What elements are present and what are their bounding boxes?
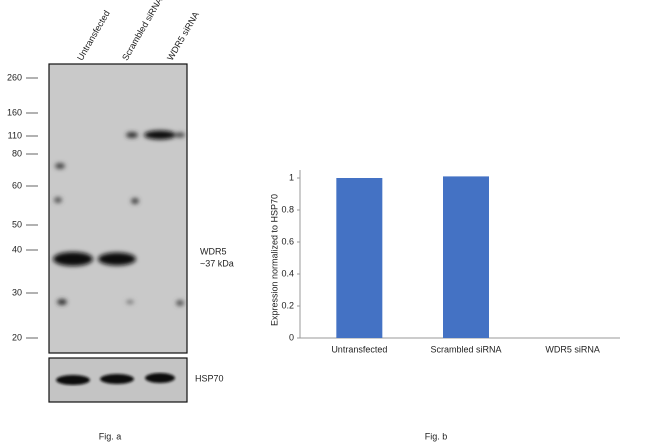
band-label: ~37 kDa	[200, 258, 234, 268]
blot-main	[48, 63, 188, 354]
caption: Fig. a	[99, 431, 122, 441]
y-tick-label: 0	[289, 332, 294, 342]
marker-label: 30	[12, 287, 22, 297]
marker-label: 40	[12, 244, 22, 254]
y-axis-label: Expression normalized to HSP70	[269, 194, 279, 326]
y-tick-label: 0.4	[281, 268, 294, 278]
bar	[336, 178, 383, 338]
caption: Fig. b	[425, 431, 448, 441]
marker-label: 160	[7, 107, 22, 117]
lane-label: WDR5 siRNA	[165, 10, 201, 62]
y-tick-label: 0.2	[281, 300, 294, 310]
lane-label: Scrambled siRNA	[120, 0, 164, 62]
marker-label: 20	[12, 332, 22, 342]
marker-label: 260	[7, 72, 22, 82]
y-tick-label: 1	[289, 172, 294, 182]
bar	[443, 176, 489, 338]
x-tick-label: Scrambled siRNA	[430, 344, 501, 354]
marker-label: 110	[8, 130, 22, 140]
band-label: WDR5	[200, 246, 227, 256]
marker-label: 60	[12, 180, 22, 190]
x-tick-label: WDR5 siRNA	[545, 344, 600, 354]
x-tick-label: Untransfected	[331, 344, 387, 354]
loading-label: HSP70	[195, 373, 224, 383]
lane-label: Untransfected	[75, 9, 112, 63]
y-tick-label: 0.8	[281, 204, 294, 214]
marker-label: 80	[12, 148, 22, 158]
y-tick-label: 0.6	[281, 236, 294, 246]
blot-loading	[48, 357, 188, 403]
marker-label: 50	[12, 219, 22, 229]
